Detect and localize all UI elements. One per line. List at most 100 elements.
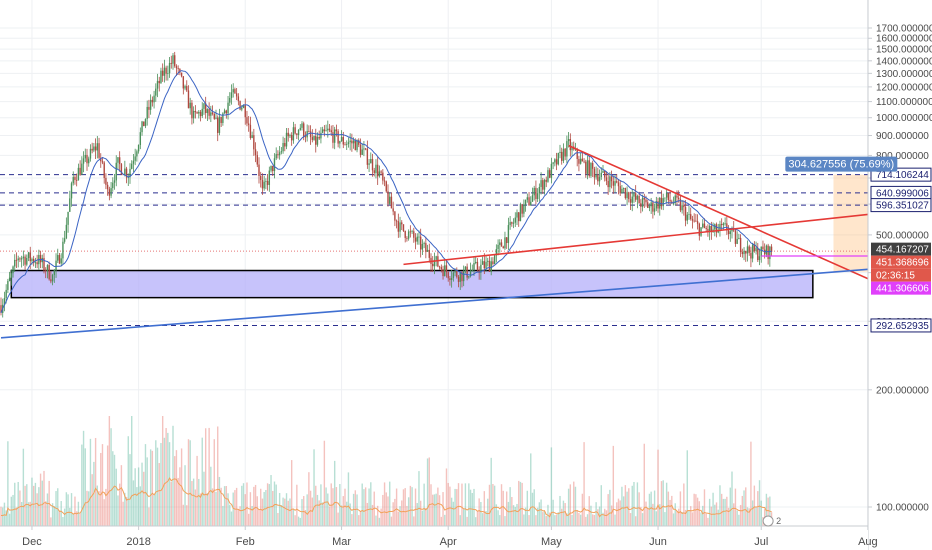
volume-bar bbox=[29, 501, 31, 526]
volume-bar bbox=[189, 440, 191, 526]
volume-bar bbox=[284, 498, 286, 526]
trend-lines[interactable] bbox=[0, 144, 920, 339]
volume-bar bbox=[239, 506, 241, 526]
volume-bar bbox=[528, 515, 530, 526]
candle-body bbox=[389, 196, 391, 204]
volume-bar bbox=[270, 475, 272, 526]
volume-bar bbox=[626, 491, 628, 526]
candle-body bbox=[182, 76, 185, 89]
candle-body bbox=[657, 201, 659, 209]
candle-body bbox=[254, 149, 257, 156]
time-tick-label: Dec bbox=[22, 536, 42, 548]
volume-bar bbox=[631, 485, 633, 526]
volume-bar bbox=[318, 500, 320, 526]
candle-body bbox=[621, 188, 623, 194]
candle-body bbox=[481, 261, 484, 265]
candle-body bbox=[536, 193, 539, 199]
volume-bar bbox=[659, 504, 661, 526]
candle-body bbox=[753, 244, 756, 251]
volume-bar bbox=[426, 458, 429, 526]
candle-body bbox=[674, 195, 676, 203]
volume-bar bbox=[698, 501, 701, 526]
volume-bar bbox=[321, 502, 324, 526]
volume-bar bbox=[524, 507, 527, 526]
volume-bar bbox=[447, 482, 449, 526]
price-tick-label: 1400.000000 bbox=[876, 56, 932, 67]
volume-bar bbox=[129, 454, 131, 526]
candle-body bbox=[665, 193, 668, 198]
volume-bar bbox=[586, 514, 589, 526]
candle-body bbox=[69, 198, 71, 212]
volume-bar bbox=[622, 496, 625, 526]
volume-bar bbox=[337, 512, 339, 526]
volume-bar bbox=[607, 494, 609, 526]
candle-body bbox=[559, 151, 561, 153]
volume-bar bbox=[223, 486, 226, 526]
candle-body bbox=[471, 269, 473, 271]
candle-body bbox=[91, 148, 93, 151]
volume-bar bbox=[208, 427, 210, 526]
candle-body bbox=[726, 223, 728, 231]
candle-body bbox=[401, 222, 403, 225]
trend-line-red-falling[interactable] bbox=[568, 144, 917, 301]
volume-bar bbox=[638, 492, 640, 526]
candle-body bbox=[459, 272, 461, 282]
candle-body bbox=[387, 191, 389, 204]
candle-body bbox=[600, 172, 602, 178]
candle-body bbox=[444, 265, 446, 277]
volume-bar bbox=[590, 505, 592, 526]
candle-body bbox=[249, 124, 252, 138]
candle-body bbox=[5, 289, 7, 299]
volume-bar bbox=[98, 491, 100, 526]
time-axis[interactable]: Dec 2018 Feb Mar Apr May Jun Jul Aug bbox=[0, 525, 878, 550]
candle-body bbox=[419, 236, 422, 250]
level-price-label: 292.652935 bbox=[876, 321, 929, 332]
candle-body bbox=[277, 154, 279, 156]
trend-line-red-rising[interactable] bbox=[403, 208, 920, 266]
candle-body bbox=[518, 212, 520, 222]
time-tick-label: Jul bbox=[754, 536, 768, 548]
candle-body bbox=[242, 105, 245, 108]
volume-bar bbox=[669, 499, 671, 526]
candle-body bbox=[297, 129, 300, 135]
volume-bar bbox=[230, 511, 233, 526]
volume-bar bbox=[578, 512, 580, 526]
candle-body bbox=[691, 218, 694, 221]
candle-body bbox=[493, 255, 496, 265]
volume-bar bbox=[720, 493, 723, 526]
volume-bar bbox=[605, 510, 608, 526]
candle-body bbox=[538, 186, 541, 194]
candle-body bbox=[189, 102, 191, 109]
candle-body bbox=[132, 160, 135, 164]
candle-body bbox=[530, 201, 532, 206]
volume-bar bbox=[473, 488, 475, 526]
candle-body bbox=[328, 128, 331, 131]
candle-body bbox=[619, 186, 621, 194]
volume-bar bbox=[634, 516, 637, 526]
volume-bar bbox=[258, 509, 260, 526]
candle-body bbox=[495, 249, 498, 256]
volume-bar bbox=[512, 505, 515, 526]
volume-bar bbox=[244, 494, 246, 526]
candle-body bbox=[77, 167, 80, 181]
candle-body bbox=[81, 163, 83, 175]
volume-bar bbox=[757, 491, 759, 526]
volume-bar bbox=[12, 494, 14, 526]
candle-body bbox=[669, 199, 671, 202]
volume-bar bbox=[2, 507, 4, 526]
volume-bar bbox=[423, 483, 425, 526]
candle-body bbox=[45, 270, 47, 272]
volume-bar bbox=[655, 511, 658, 526]
trend-line-blue-rising[interactable] bbox=[0, 264, 920, 339]
volume-bar bbox=[229, 504, 231, 526]
candle-body bbox=[194, 110, 197, 113]
volume-bar bbox=[349, 503, 351, 526]
candle-body bbox=[161, 70, 164, 76]
event-icon[interactable] bbox=[762, 515, 774, 527]
volume-bar bbox=[131, 416, 133, 526]
candle-body bbox=[667, 193, 670, 200]
volume-bar bbox=[7, 441, 9, 526]
candle-body bbox=[333, 129, 336, 143]
volume-bar bbox=[290, 460, 293, 526]
